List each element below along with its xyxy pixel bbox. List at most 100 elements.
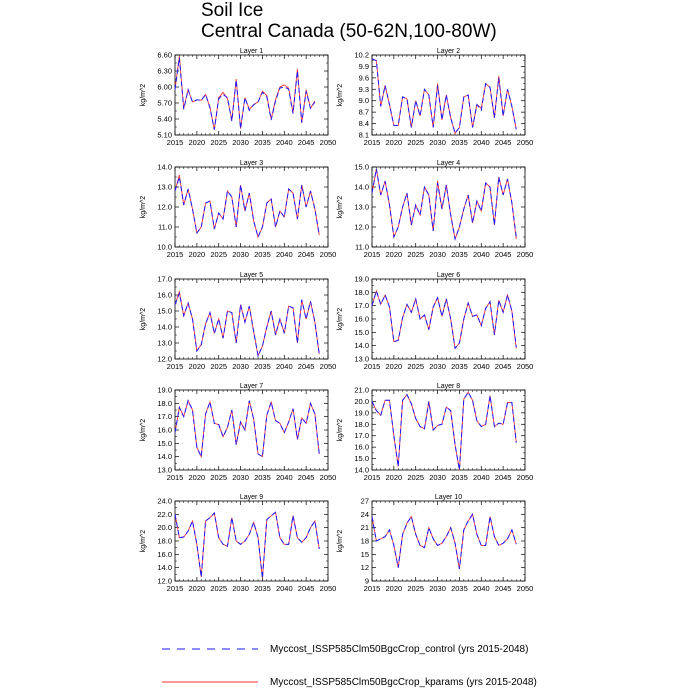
panel-1-xtick-label: 2030 bbox=[232, 138, 249, 147]
panel-9-series-control bbox=[174, 511, 320, 579]
panel-7-ytick-label: 13.0 bbox=[157, 466, 172, 475]
panel-9-ytick-label: 22.0 bbox=[157, 510, 172, 519]
panel-4-series-kparams bbox=[371, 168, 517, 241]
panel-7-ytick-label: 19.0 bbox=[157, 386, 172, 395]
panel-9-xtick-label: 2040 bbox=[276, 584, 293, 593]
panel-4-xtick-label: 2050 bbox=[517, 250, 534, 259]
panel-3-title: Layer 3 bbox=[240, 160, 263, 167]
panel-1-xtick-label: 2035 bbox=[254, 138, 271, 147]
panel-7-ylabel: kg/m^2 bbox=[140, 419, 147, 441]
panel-10-frame bbox=[371, 500, 526, 582]
panel-6-frame bbox=[371, 278, 526, 360]
panel-5-ylabel: kg/m^2 bbox=[140, 308, 147, 330]
panel-7-frame bbox=[174, 389, 329, 471]
panel-1-xtick-label: 2020 bbox=[189, 138, 206, 147]
panel-3-ytick-label: 11.0 bbox=[158, 223, 172, 232]
panel-4-xtick-label: 2040 bbox=[473, 250, 490, 259]
panel-9-ytick-label: 18.0 bbox=[157, 537, 172, 546]
panel-8-xtick-label: 2035 bbox=[451, 473, 468, 482]
panel-10-xtick-label: 2030 bbox=[429, 584, 446, 593]
panel-1-ytick-label: 5.10 bbox=[157, 131, 172, 140]
panel-8-xtick-label: 2050 bbox=[517, 473, 534, 482]
panel-5-series-control bbox=[174, 291, 320, 358]
panel-3-xtick-label: 2015 bbox=[167, 250, 184, 259]
panel-7-ytick-label: 18.0 bbox=[157, 399, 172, 408]
panel-3-ylabel: kg/m^2 bbox=[140, 196, 147, 218]
panel-6-ytick-label: 18.0 bbox=[354, 288, 369, 297]
panel-4-ytick-label: 12.0 bbox=[354, 223, 369, 232]
panel-2-ytick-label: 8.4 bbox=[359, 119, 369, 128]
panel-6-ytick-label: 14.0 bbox=[354, 341, 369, 350]
panel-1-ytick-label: 5.70 bbox=[157, 99, 172, 108]
panel-10-xtick-label: 2015 bbox=[364, 584, 381, 593]
panel-7-series-control bbox=[174, 399, 320, 459]
panel-9-xtick-label: 2050 bbox=[320, 584, 337, 593]
panel-10-xtick-label: 2045 bbox=[495, 584, 512, 593]
panel-4-xtick-label: 2045 bbox=[495, 250, 512, 259]
panel-2-xtick-label: 2020 bbox=[386, 138, 403, 147]
panel-2-xtick-label: 2040 bbox=[473, 138, 490, 147]
panel-10-ytick-label: 18 bbox=[361, 537, 369, 546]
panel-6-xtick-label: 2030 bbox=[429, 362, 446, 371]
panel-10-xtick-label: 2040 bbox=[473, 584, 490, 593]
panel-7-xtick-label: 2025 bbox=[210, 473, 227, 482]
panel-10-ylabel: kg/m^2 bbox=[337, 530, 344, 552]
panel-7-ytick-label: 16.0 bbox=[157, 426, 172, 435]
panel-3-xtick-label: 2030 bbox=[232, 250, 249, 259]
panel-7-series-kparams bbox=[174, 399, 320, 459]
panel-6-xtick-label: 2025 bbox=[407, 362, 424, 371]
panel-10-ytick-label: 21 bbox=[361, 523, 369, 532]
panel-5-xtick-label: 2020 bbox=[189, 362, 206, 371]
panel-2-ytick-label: 9.6 bbox=[359, 73, 369, 82]
panel-2-xtick-label: 2015 bbox=[364, 138, 381, 147]
panel-5-ytick-label: 16.0 bbox=[157, 291, 172, 300]
panel-5-ytick-label: 13.0 bbox=[157, 339, 172, 348]
panel-1-xtick-label: 2040 bbox=[276, 138, 293, 147]
panel-8-xtick-label: 2025 bbox=[407, 473, 424, 482]
figure-title-line2: Central Canada (50-62N,100-80W) bbox=[201, 21, 497, 42]
panel-6-xtick-label: 2035 bbox=[451, 362, 468, 371]
panel-2-xtick-label: 2025 bbox=[407, 138, 424, 147]
panel-5-ytick-label: 17.0 bbox=[157, 275, 172, 284]
panel-10-xtick-label: 2020 bbox=[386, 584, 403, 593]
panel-8-xtick-label: 2015 bbox=[364, 473, 381, 482]
panel-9-xtick-label: 2020 bbox=[189, 584, 206, 593]
panel-3-xtick-label: 2040 bbox=[276, 250, 293, 259]
panel-1-ytick-label: 6.30 bbox=[157, 67, 172, 76]
panel-6-xtick-label: 2015 bbox=[364, 362, 381, 371]
panel-7-xtick-label: 2035 bbox=[254, 473, 271, 482]
panel-5-xtick-label: 2035 bbox=[254, 362, 271, 371]
panel-8-series-control bbox=[371, 391, 517, 471]
panel-9-title: Layer 9 bbox=[240, 494, 263, 501]
panel-4-xtick-label: 2030 bbox=[429, 250, 446, 259]
panel-8-ytick-label: 21.0 bbox=[354, 386, 369, 395]
panel-1-ytick-label: 5.40 bbox=[157, 115, 172, 124]
panel-8-xtick-label: 2045 bbox=[495, 473, 512, 482]
panel-6-xtick-label: 2045 bbox=[495, 362, 512, 371]
panel-10-ytick-label: 24 bbox=[361, 510, 369, 519]
legend-label-control: Myccost_ISSP585Clm50BgcCrop_control (yrs… bbox=[270, 644, 529, 655]
panel-4-xtick-label: 2025 bbox=[407, 250, 424, 259]
panel-2-ytick-label: 9.9 bbox=[359, 62, 369, 71]
panel-7-xtick-label: 2040 bbox=[276, 473, 293, 482]
panel-6-ytick-label: 13.0 bbox=[354, 355, 369, 364]
panel-8-ytick-label: 15.0 bbox=[354, 454, 369, 463]
panel-5-xtick-label: 2015 bbox=[167, 362, 184, 371]
panel-10-ytick-label: 27 bbox=[361, 497, 369, 506]
panel-8-ytick-label: 20.0 bbox=[354, 397, 369, 406]
panel-6-ytick-label: 15.0 bbox=[354, 328, 369, 337]
panel-5-xtick-label: 2025 bbox=[210, 362, 227, 371]
panel-2-series-kparams bbox=[371, 58, 517, 135]
panel-6-xtick-label: 2050 bbox=[517, 362, 534, 371]
panel-8-ytick-label: 19.0 bbox=[354, 408, 369, 417]
panel-10-xtick-label: 2035 bbox=[451, 584, 468, 593]
panel-7-title: Layer 7 bbox=[240, 383, 263, 390]
panel-3-ytick-label: 14.0 bbox=[157, 163, 172, 172]
panel-3-xtick-label: 2045 bbox=[298, 250, 315, 259]
panel-4-ytick-label: 11.0 bbox=[355, 243, 369, 252]
panel-10-ytick-label: 12 bbox=[361, 563, 369, 572]
panel-7-xtick-label: 2045 bbox=[298, 473, 315, 482]
panel-4-xtick-label: 2020 bbox=[386, 250, 403, 259]
panel-7-ytick-label: 14.0 bbox=[157, 452, 172, 461]
